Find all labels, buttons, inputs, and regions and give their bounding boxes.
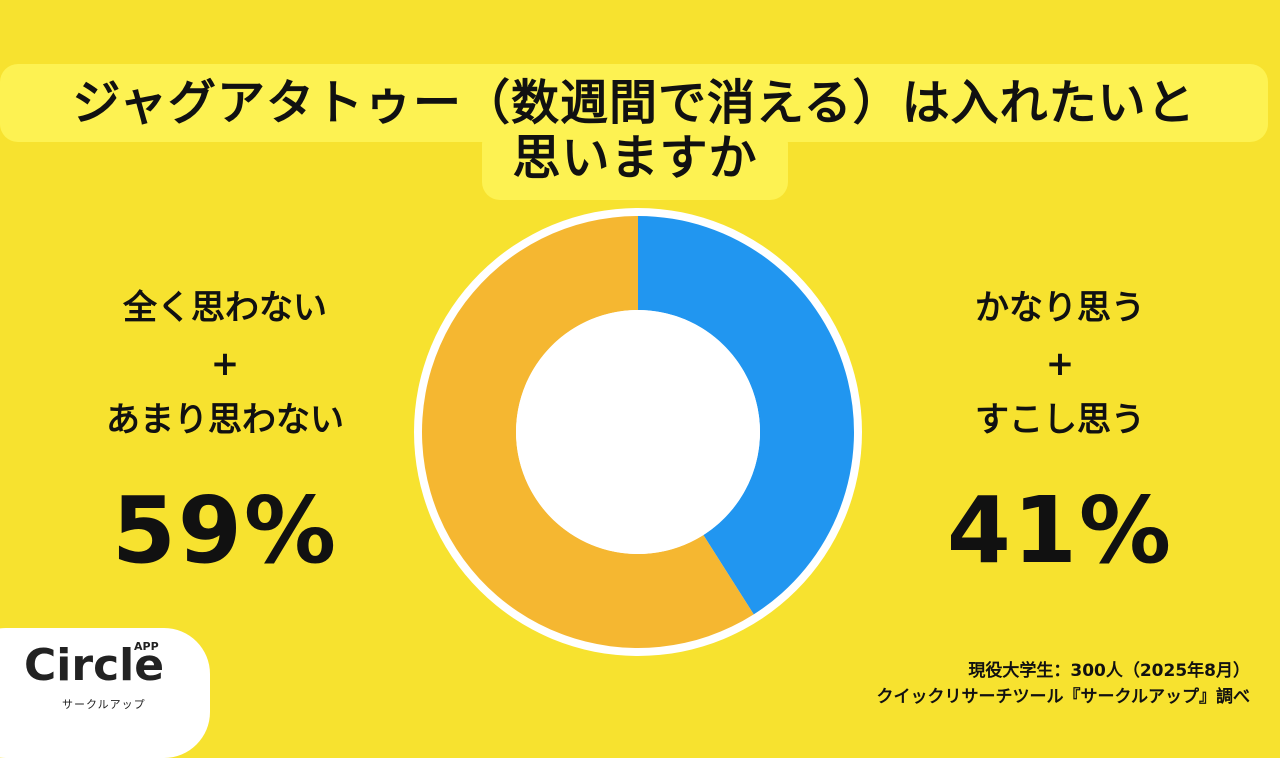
logo-subtitle: サークルアップ xyxy=(62,698,146,711)
slice-negative xyxy=(421,216,754,648)
slice-positive xyxy=(638,216,854,615)
left-plus: + xyxy=(210,344,240,384)
donut-hole xyxy=(516,310,760,554)
donut-chart xyxy=(414,208,862,656)
logo-wordmark: Circle xyxy=(24,640,165,691)
left-label-1: 全く思わない xyxy=(123,288,327,328)
left-percent: 59% xyxy=(111,477,339,584)
right-summary: かなり思う + すこし思う 41% xyxy=(900,280,1220,586)
source-line-2: クイックリサーチツール『サークルアップ』調べ xyxy=(876,687,1251,707)
left-summary: 全く思わない + あまり思わない 59% xyxy=(60,280,390,586)
logo-app-label: APP xyxy=(134,640,159,653)
source-note: 現役大学生：300人（2025年8月） クイックリサーチツール『サークルアップ』… xyxy=(877,658,1251,710)
left-label-2: あまり思わない xyxy=(106,400,344,440)
right-label-2: すこし思う xyxy=(975,400,1145,440)
chart-title-line-2: 思いますか xyxy=(482,126,788,200)
right-percent: 41% xyxy=(946,477,1174,584)
chart-title-line-1: ジャグアタトゥー（数週間で消える）は入れたいと xyxy=(0,64,1268,142)
right-plus: + xyxy=(1045,344,1075,384)
source-line-1: 現役大学生：300人（2025年8月） xyxy=(968,661,1250,681)
right-label-1: かなり思う xyxy=(975,288,1145,328)
